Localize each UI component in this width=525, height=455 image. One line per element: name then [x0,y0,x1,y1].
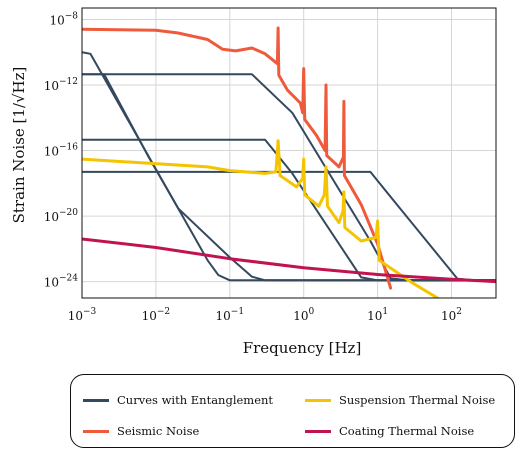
series-line-suspension-thermal-noise-0 [82,139,441,298]
legend-swatch-seismic [83,429,109,433]
series-line-curves-with-entanglement-2 [82,138,496,282]
plot-frame [81,7,497,299]
legend-label-seismic: Seismic Noise [117,424,200,438]
y-tick-label: 10−16 [44,143,79,159]
legend-item-coating: Coating Thermal Noise [305,422,474,440]
y-tick-label: 10−20 [44,208,79,224]
y-tick-label: 10−12 [44,77,78,93]
series-layer [82,26,496,298]
y-tick-labels: 10−24 10−20 10−16 10−12 10−8 [44,11,79,289]
x-tick-label: 101 [367,307,388,323]
series-line-seismic-noise-0 [82,26,393,290]
legend-swatch-suspension [305,398,331,402]
x-axis-label: Frequency [Hz] [243,339,362,357]
x-tick-label: 10−1 [216,307,245,323]
x-tick-label: 102 [441,307,462,323]
legend-swatch-coating [305,429,331,433]
series-line-curves-with-entanglement-4 [82,73,496,282]
x-tick-label: 100 [293,307,314,323]
grid-lines [81,8,496,298]
legend-swatch-entanglement [83,398,109,402]
legend-label-suspension: Suspension Thermal Noise [339,393,496,407]
series-line-curves-with-entanglement-0 [82,51,496,282]
legend: Curves with Entanglement Suspension Ther… [70,374,515,448]
series-line-coating-thermal-noise-0 [82,237,496,284]
x-tick-label: 10−3 [68,307,97,323]
series-line-curves-with-entanglement-3 [82,170,496,282]
legend-label-coating: Coating Thermal Noise [339,424,475,438]
y-tick-label: 10−24 [44,274,79,290]
legend-label-entanglement: Curves with Entanglement [117,393,274,407]
legend-item-seismic: Seismic Noise [83,422,199,440]
y-axis-label: Strain Noise [1/√Hz] [10,67,28,224]
y-tick-label: 10−8 [49,11,78,27]
legend-item-suspension: Suspension Thermal Noise [305,391,495,409]
x-tick-label: 10−2 [142,307,171,323]
legend-item-entanglement: Curves with Entanglement [83,391,273,409]
x-tick-labels: 10−3 10−2 10−1 100 101 102 [68,307,462,323]
noise-chart: 10−3 10−2 10−1 100 101 102 10−2410−2010−1610−… [10,7,497,357]
